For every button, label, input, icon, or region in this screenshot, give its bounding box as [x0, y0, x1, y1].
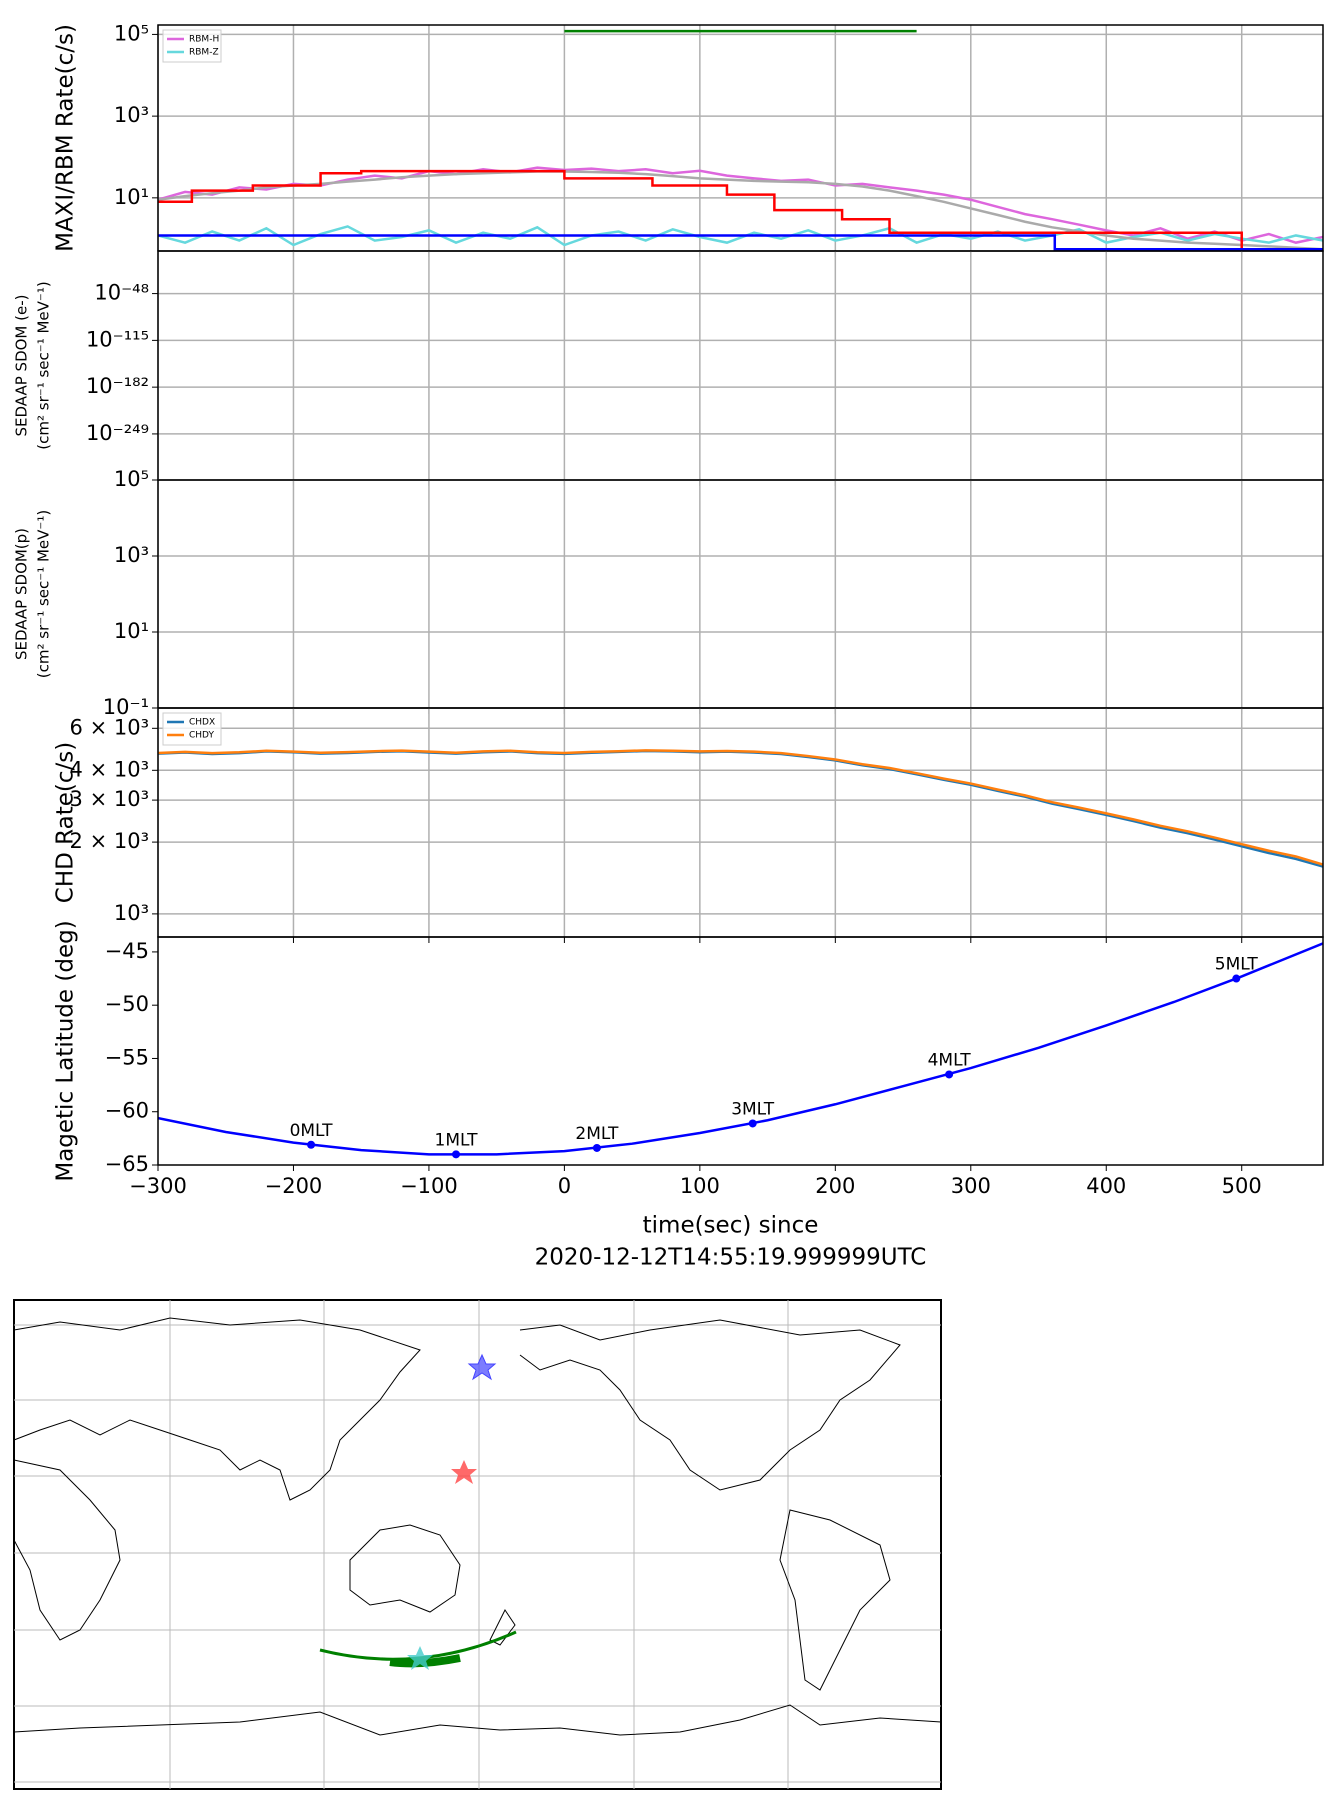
star-cyan [407, 1646, 433, 1670]
x-tick-label: 400 [1086, 1174, 1126, 1198]
point [748, 1119, 757, 1128]
y-tick-label: 3 × 10³ [70, 787, 149, 811]
star-red [451, 1460, 477, 1484]
axes-frame [157, 250, 1324, 481]
point-label: 3MLT [731, 1099, 775, 1119]
point [452, 1150, 461, 1159]
map-grid [14, 1300, 941, 1789]
x-tick-label: 0 [558, 1174, 571, 1198]
x-tick-label: −300 [129, 1174, 187, 1198]
coast-antarctica [13, 1704, 942, 1736]
star-blue [467, 1353, 497, 1381]
point-label: 1MLT [435, 1130, 479, 1150]
x-tick-label: −200 [265, 1174, 323, 1198]
y-tick-label: 10³ [114, 543, 149, 567]
y-tick-label: −60 [105, 1099, 149, 1123]
axes-frame [157, 479, 1324, 709]
point-label: 0MLT [290, 1121, 334, 1141]
y-tick-label: 10⁵ [114, 21, 149, 45]
legend-label: RBM-H [189, 35, 219, 45]
x-axis-label: 2020-12-12T14:55:19.999999UTC [535, 1245, 927, 1271]
point [945, 1070, 954, 1079]
y-tick-label: 10⁻¹ [103, 695, 149, 719]
axes-frame [157, 936, 1324, 1166]
series-line [158, 749, 1323, 866]
legend-label: CHDX [189, 718, 215, 728]
coast-new-zealand [489, 1609, 516, 1646]
legend-box [162, 29, 222, 63]
y-tick-label: −65 [105, 1152, 149, 1176]
coast-australia [349, 1524, 461, 1613]
x-tick-label: 100 [680, 1174, 720, 1198]
y-tick-label: 10¹ [114, 619, 149, 643]
y-tick-label: 10⁻⁴⁸ [94, 281, 149, 305]
x-tick-label: 300 [951, 1174, 991, 1198]
x-tick-label: −100 [400, 1174, 458, 1198]
legend-label: CHDY [189, 731, 214, 741]
legend-label: RBM-Z [189, 48, 219, 58]
point-label: 5MLT [1215, 955, 1259, 975]
coast-south-america [779, 1509, 891, 1691]
series-line [158, 170, 1323, 251]
y-tick-label: 10⁻¹¹⁵ [86, 327, 149, 351]
x-axis-label: time(sec) since [643, 1213, 819, 1239]
y-tick-label: 4 × 10³ [70, 757, 149, 781]
x-tick-label: 200 [815, 1174, 855, 1198]
y-axis-label: (cm² sr⁻¹ sec⁻¹ MeV⁻¹) [35, 281, 53, 449]
y-tick-label: 10⁻²⁴⁹ [86, 421, 149, 445]
y-tick-label: 6 × 10³ [70, 715, 149, 739]
y-tick-label: −45 [105, 939, 149, 963]
plot-area [158, 29, 1323, 251]
y-axis-label: CHD Rate(c/s) [53, 742, 79, 903]
y-axis-label: SEDAAP SDOM (e-) [13, 295, 31, 437]
y-tick-label: −55 [105, 1045, 149, 1069]
axes-frame [157, 24, 1324, 252]
series-line [158, 749, 1323, 868]
y-tick-label: 10⁻¹⁸² [86, 374, 149, 398]
y-axis-label: Magetic Latitude (deg) [53, 920, 79, 1181]
coast-africa [13, 1459, 121, 1641]
coast-eurasia [13, 1317, 421, 1501]
coast-north-america [519, 1319, 901, 1491]
y-axis-label: SEDAAP SDOM(p) [13, 528, 31, 660]
y-tick-label: 10⁵ [114, 467, 149, 491]
point [592, 1143, 601, 1152]
point-label: 2MLT [575, 1124, 619, 1144]
series-line [158, 166, 1323, 244]
coastlines [13, 1317, 942, 1736]
y-tick-label: 10¹ [114, 185, 149, 209]
y-tick-label: −50 [105, 992, 149, 1016]
series-line [158, 169, 1323, 251]
y-tick-label: 10³ [114, 901, 149, 925]
y-tick-label: 2 × 10³ [70, 829, 149, 853]
y-tick-label: 10³ [114, 103, 149, 127]
series-line [158, 234, 1323, 251]
plot-area: 0MLT 1MLT 2MLT 3MLT 4MLT 5MLT [158, 942, 1323, 1159]
point [307, 1140, 316, 1149]
x-tick-label: 500 [1222, 1174, 1262, 1198]
series-line [158, 942, 1323, 1156]
y-axis-label: (cm² sr⁻¹ sec⁻¹ MeV⁻¹) [35, 510, 53, 678]
map [13, 1299, 942, 1790]
plot-area [158, 749, 1323, 868]
y-axis-label: MAXI/RBM Rate(c/s) [53, 24, 79, 252]
point [1232, 974, 1241, 983]
map-frame [13, 1299, 942, 1790]
point-label: 4MLT [928, 1050, 972, 1070]
legend-box [162, 712, 222, 746]
